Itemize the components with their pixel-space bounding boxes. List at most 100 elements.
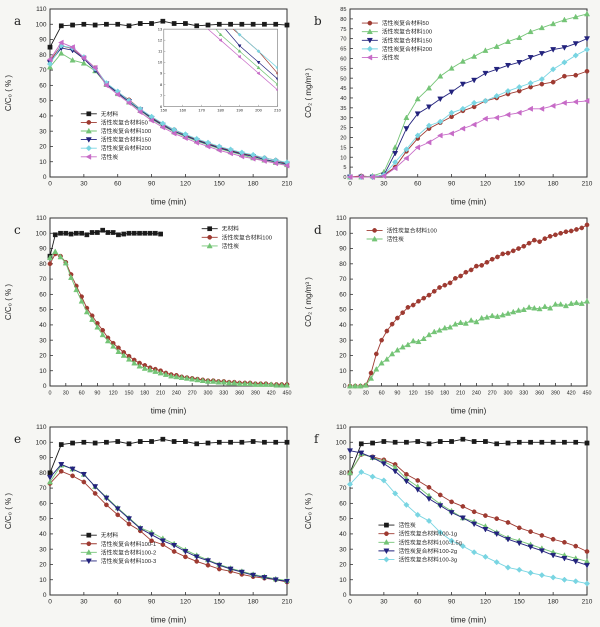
svg-text:75: 75 — [340, 27, 346, 33]
panel-letter-b: b — [314, 14, 322, 28]
svg-text:30: 30 — [80, 181, 88, 188]
svg-text:0: 0 — [348, 599, 352, 606]
svg-text:180: 180 — [248, 181, 259, 188]
svg-text:活性炭复合材料50: 活性炭复合材料50 — [382, 19, 429, 27]
svg-text:450: 450 — [283, 391, 292, 397]
svg-text:活性炭: 活性炭 — [398, 521, 416, 529]
svg-text:110: 110 — [36, 424, 47, 431]
svg-text:60: 60 — [39, 291, 47, 298]
svg-text:活性炭: 活性炭 — [101, 153, 119, 161]
svg-text:150: 150 — [125, 391, 134, 397]
svg-text:240: 240 — [172, 391, 181, 397]
svg-text:60: 60 — [114, 599, 122, 606]
svg-text:0: 0 — [349, 391, 352, 397]
chart-d: 0 30 60 90 120 150 180 210 240 270 300 330 360 390 420… — [304, 215, 592, 415]
svg-text:160: 160 — [179, 107, 186, 112]
svg-text:活性炭: 活性炭 — [222, 242, 240, 250]
svg-text:100: 100 — [36, 230, 47, 237]
svg-text:90: 90 — [39, 455, 47, 462]
svg-text:45: 45 — [340, 86, 346, 92]
svg-text:活性炭复合材料100: 活性炭复合材料100 — [387, 226, 437, 234]
svg-text:180: 180 — [548, 599, 559, 606]
svg-text:13: 13 — [158, 27, 163, 32]
svg-text:180: 180 — [140, 391, 149, 397]
svg-text:30: 30 — [363, 391, 369, 397]
svg-text:420: 420 — [567, 391, 576, 397]
svg-text:390: 390 — [251, 391, 260, 397]
svg-text:活性炭复合材料100-2g: 活性炭复合材料100-2g — [398, 547, 457, 555]
svg-text:10: 10 — [339, 368, 347, 375]
svg-text:12: 12 — [158, 38, 163, 43]
svg-text:20: 20 — [339, 353, 347, 360]
panel-f: f 0 30 60 90 120 150 180 210 0 10 20 30 40 50 60 70 80 90… — [300, 418, 600, 627]
panel-e: e 0 30 60 90 120 150 180 210 0 10 20 30 40 50 60 70 80 90… — [0, 418, 300, 627]
panel-a: a 0 30 60 90 120 150 180 210 0 10 20 30 40 50 60 70 80 90… — [0, 0, 300, 209]
svg-text:150: 150 — [160, 107, 167, 112]
svg-text:150: 150 — [514, 181, 525, 188]
svg-text:40: 40 — [339, 531, 347, 538]
svg-text:210: 210 — [582, 181, 593, 188]
panel-letter-c: c — [14, 223, 21, 237]
svg-text:60: 60 — [414, 181, 422, 188]
svg-text:90: 90 — [39, 37, 47, 44]
svg-text:50: 50 — [339, 516, 347, 523]
svg-text:活性炭复合材料100-1g: 活性炭复合材料100-1g — [398, 530, 457, 538]
svg-text:300: 300 — [204, 391, 213, 397]
svg-text:10: 10 — [39, 577, 47, 584]
svg-text:C/C₀ ( % ): C/C₀ ( % ) — [4, 284, 13, 321]
panel-d: d 0 30 60 90 120 150 180 210 240 270 300 330 360 390 4… — [300, 209, 600, 418]
svg-text:0: 0 — [43, 383, 47, 390]
panel-c: c 0 30 60 90 120 150 180 210 240 270 300 330 360 390 4… — [0, 209, 300, 418]
panel-letter-e: e — [14, 432, 22, 446]
svg-text:100: 100 — [36, 439, 47, 446]
svg-text:100: 100 — [336, 230, 347, 237]
svg-text:60: 60 — [39, 82, 47, 89]
svg-text:180: 180 — [548, 181, 559, 188]
svg-text:10: 10 — [340, 155, 346, 161]
svg-text:6: 6 — [160, 104, 163, 109]
svg-text:110: 110 — [36, 215, 47, 222]
svg-text:65: 65 — [340, 47, 346, 53]
svg-text:活性炭复合材料100: 活性炭复合材料100 — [382, 28, 432, 36]
svg-text:90: 90 — [339, 246, 347, 253]
svg-text:活性炭复合材料100: 活性炭复合材料100 — [101, 127, 151, 135]
svg-text:70: 70 — [340, 37, 346, 43]
svg-text:30: 30 — [339, 337, 347, 344]
svg-text:120: 120 — [409, 391, 418, 397]
svg-text:330: 330 — [519, 391, 528, 397]
svg-text:270: 270 — [188, 391, 197, 397]
svg-text:30: 30 — [39, 546, 47, 553]
svg-text:活性炭复合材料100-1: 活性炭复合材料100-1 — [101, 540, 156, 548]
svg-text:210: 210 — [282, 181, 293, 188]
svg-text:9: 9 — [160, 71, 163, 76]
svg-text:420: 420 — [267, 391, 276, 397]
svg-text:90: 90 — [394, 391, 400, 397]
svg-text:20: 20 — [39, 353, 47, 360]
svg-text:活性炭复合材料50: 活性炭复合材料50 — [101, 118, 148, 126]
svg-text:7: 7 — [160, 93, 163, 98]
svg-text:90: 90 — [448, 599, 456, 606]
svg-text:390: 390 — [551, 391, 560, 397]
svg-text:无材料: 无材料 — [101, 531, 119, 539]
svg-text:40: 40 — [340, 96, 346, 102]
svg-text:30: 30 — [39, 337, 47, 344]
chart-c: 0 30 60 90 120 150 180 210 240 270 300 330 360 390 420… — [4, 215, 292, 415]
svg-text:CO₂ ( mg/m³ ): CO₂ ( mg/m³ ) — [304, 68, 313, 118]
svg-text:210: 210 — [582, 599, 593, 606]
svg-text:60: 60 — [414, 599, 422, 606]
svg-text:50: 50 — [39, 98, 47, 105]
svg-text:180: 180 — [217, 107, 224, 112]
svg-text:0: 0 — [49, 391, 52, 397]
svg-text:0: 0 — [48, 181, 52, 188]
svg-text:8: 8 — [160, 82, 163, 87]
svg-text:450: 450 — [583, 391, 592, 397]
svg-text:110: 110 — [336, 215, 347, 222]
chart-a: 0 30 60 90 120 150 180 210 0 10 20 30 40 50 60 70 80 90 10… — [4, 6, 293, 206]
svg-text:20: 20 — [39, 144, 47, 151]
svg-text:30: 30 — [80, 599, 88, 606]
svg-text:210: 210 — [156, 391, 165, 397]
svg-text:150: 150 — [514, 599, 525, 606]
svg-text:70: 70 — [39, 485, 47, 492]
svg-text:无材料: 无材料 — [101, 110, 119, 118]
